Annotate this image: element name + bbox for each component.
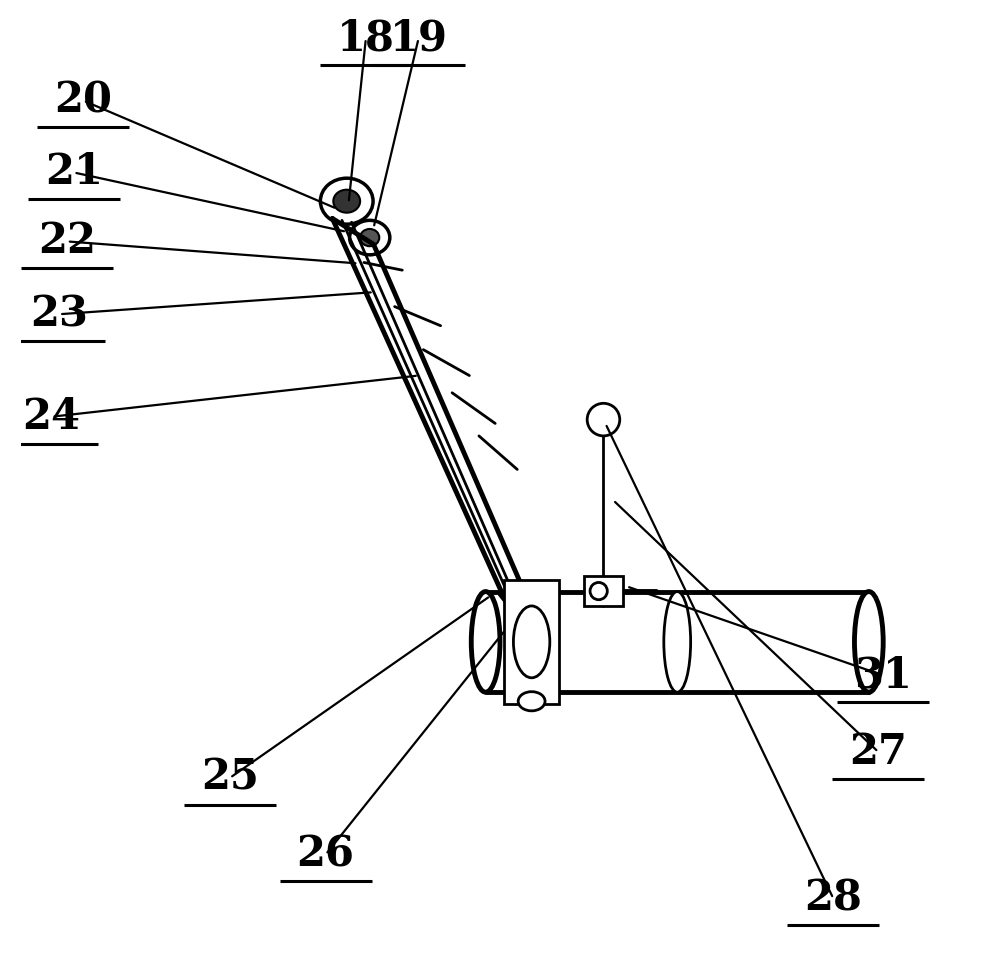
Bar [504, 580, 559, 704]
Bar [584, 576, 623, 606]
Text: 28: 28 [804, 878, 862, 920]
Text: 27: 27 [849, 731, 907, 773]
Ellipse shape [333, 190, 360, 213]
Ellipse shape [513, 606, 550, 678]
Ellipse shape [471, 591, 500, 692]
Text: 24: 24 [23, 396, 81, 438]
Text: 18: 18 [337, 17, 395, 59]
Ellipse shape [854, 591, 883, 692]
Text: 22: 22 [38, 220, 96, 262]
Text: 23: 23 [30, 293, 88, 335]
Text: 31: 31 [854, 654, 912, 696]
Text: 26: 26 [297, 833, 355, 876]
Ellipse shape [518, 692, 545, 711]
Text: 21: 21 [45, 151, 103, 194]
Text: 19: 19 [390, 17, 448, 59]
Text: 20: 20 [54, 80, 112, 122]
Text: 25: 25 [201, 757, 259, 799]
Ellipse shape [664, 591, 691, 692]
Ellipse shape [360, 229, 379, 246]
